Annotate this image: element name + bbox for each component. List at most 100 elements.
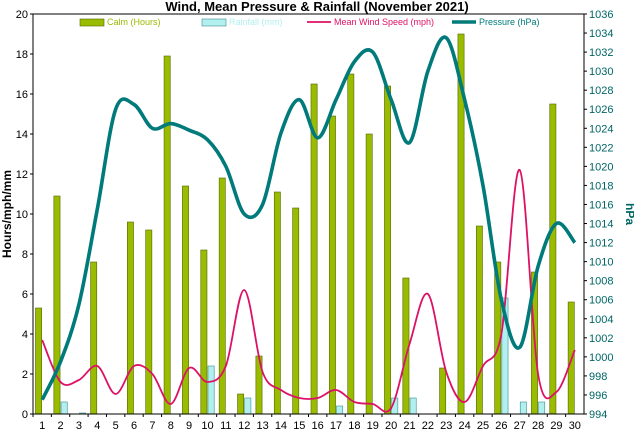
x-tick-label: 26 <box>495 420 507 432</box>
calm-bar <box>200 249 208 415</box>
y2-tick-label: 1030 <box>589 66 613 78</box>
y2-tick-label: 1010 <box>589 257 613 269</box>
x-tick-label: 1 <box>39 420 45 432</box>
x-tick-label: 24 <box>458 420 470 432</box>
rainfall-bar <box>207 365 215 415</box>
y2-tick-label: 1032 <box>589 47 613 59</box>
y2-tick-label: 1002 <box>589 333 613 345</box>
y-tick-label: 8 <box>22 249 28 261</box>
x-tick-label: 23 <box>440 420 452 432</box>
rainfall-bar <box>409 397 417 415</box>
y-tick-label: 0 <box>22 409 28 421</box>
y2-tick-label: 1000 <box>589 352 613 364</box>
legend-label: Calm (Hours) <box>107 17 161 27</box>
rainfall-bar <box>538 401 546 415</box>
legend-label: Mean Wind Speed (mph) <box>334 17 434 27</box>
lines-layer <box>40 35 577 413</box>
y-tick-label: 18 <box>16 49 28 61</box>
calm-bar <box>237 393 245 415</box>
y-axis-label: Hours/mph/mm <box>0 170 14 258</box>
x-tick-label: 29 <box>550 420 562 432</box>
x-tick-label: 4 <box>94 420 100 432</box>
y2-axis-label: hPa <box>623 203 634 225</box>
y-tick-label: 12 <box>16 169 28 181</box>
axes-layer: 0246810121416182099499699810001002100410… <box>16 9 614 432</box>
y2-tick-label: 1012 <box>589 238 613 250</box>
x-tick-label: 14 <box>275 420 287 432</box>
y2-tick-label: 1022 <box>589 142 613 154</box>
x-tick-label: 18 <box>348 420 360 432</box>
y2-tick-label: 1028 <box>589 85 613 97</box>
calm-bar <box>218 177 226 415</box>
y2-tick-label: 1026 <box>589 104 613 116</box>
calm-bar <box>35 307 42 415</box>
y2-tick-label: 1036 <box>589 9 613 21</box>
legend-swatch <box>79 18 105 27</box>
y2-tick-label: 994 <box>589 409 607 421</box>
x-tick-label: 3 <box>76 420 82 432</box>
y-tick-label: 4 <box>22 329 28 341</box>
legend-label: Pressure (hPa) <box>479 17 540 27</box>
x-tick-label: 5 <box>113 420 119 432</box>
plot-frame <box>32 13 585 415</box>
y-tick-label: 2 <box>22 369 28 381</box>
y-tick-label: 20 <box>16 9 28 21</box>
y-tick-label: 6 <box>22 289 28 301</box>
x-tick-label: 13 <box>256 420 268 432</box>
rainfall-bar <box>519 401 527 415</box>
calm-bar <box>329 115 336 415</box>
x-tick-label: 10 <box>201 420 213 432</box>
y-tick-label: 14 <box>16 129 28 141</box>
y2-tick-label: 1024 <box>589 123 613 135</box>
x-tick-label: 17 <box>330 420 342 432</box>
x-tick-label: 15 <box>293 420 305 432</box>
calm-bar <box>273 191 281 415</box>
y-tick-label: 10 <box>16 209 28 221</box>
x-tick-label: 8 <box>168 420 174 432</box>
x-tick-label: 19 <box>367 420 379 432</box>
y2-tick-label: 1008 <box>589 276 613 288</box>
x-tick-label: 9 <box>186 420 192 432</box>
x-tick-label: 6 <box>131 420 137 432</box>
calm-bar <box>475 225 483 415</box>
calm-bar <box>145 229 153 415</box>
pressure-line <box>40 35 577 401</box>
x-tick-label: 28 <box>532 420 544 432</box>
chart-title: Wind, Mean Pressure & Rainfall (November… <box>165 0 468 14</box>
rainfall-bar <box>244 397 252 415</box>
y2-tick-label: 1014 <box>589 219 613 231</box>
bars-layer <box>35 33 575 415</box>
x-tick-label: 20 <box>385 420 397 432</box>
x-tick-label: 21 <box>403 420 415 432</box>
y2-tick-label: 998 <box>589 371 607 383</box>
x-tick-label: 2 <box>57 420 63 432</box>
calm-bar <box>347 73 355 415</box>
chart-legend: Calm (Hours) Rainfall (mm) Mean Wind Speed… <box>79 17 540 27</box>
calm-bar <box>365 133 373 415</box>
rainfall-bar <box>60 401 68 415</box>
y2-tick-label: 1016 <box>589 199 613 211</box>
wind-speed-line <box>41 169 576 413</box>
calm-bar <box>549 103 557 415</box>
x-tick-label: 25 <box>477 420 489 432</box>
x-tick-label: 27 <box>514 420 526 432</box>
y-tick-label: 16 <box>16 89 28 101</box>
rainfall-bar <box>336 405 344 415</box>
x-tick-label: 22 <box>422 420 434 432</box>
calm-bar <box>292 207 300 415</box>
y2-tick-label: 1018 <box>589 180 613 192</box>
calm-bar <box>163 55 171 415</box>
y2-tick-label: 996 <box>589 390 607 402</box>
y2-tick-label: 1020 <box>589 161 613 173</box>
y2-tick-label: 1034 <box>589 28 613 40</box>
x-tick-label: 11 <box>220 420 231 432</box>
x-tick-label: 16 <box>312 420 324 432</box>
calm-bar <box>384 85 391 415</box>
y2-tick-label: 1004 <box>589 314 613 326</box>
legend-label: Rainfall (mm) <box>229 17 283 27</box>
calm-bar <box>127 221 134 415</box>
calm-bar <box>90 261 98 415</box>
x-tick-label: 12 <box>238 420 250 432</box>
legend-swatch <box>201 18 227 27</box>
